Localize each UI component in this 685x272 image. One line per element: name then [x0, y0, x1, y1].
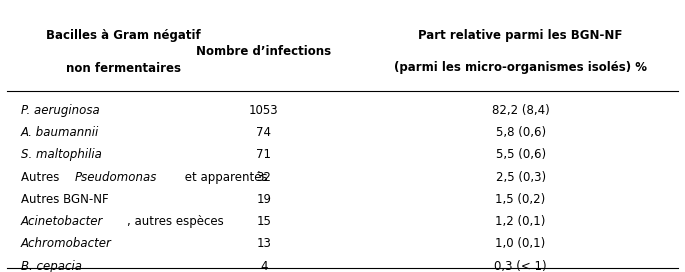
Text: 5,8 (0,6): 5,8 (0,6) [495, 126, 546, 139]
Text: A. baumannii: A. baumannii [21, 126, 99, 139]
Text: (parmi les micro-organismes isolés) %: (parmi les micro-organismes isolés) % [394, 61, 647, 75]
Text: 0,3 (< 1): 0,3 (< 1) [495, 260, 547, 272]
Text: Achromobacter: Achromobacter [21, 237, 112, 251]
Text: 5,5 (0,6): 5,5 (0,6) [495, 148, 546, 161]
Text: 74: 74 [256, 126, 271, 139]
Text: Pseudomonas: Pseudomonas [75, 171, 158, 184]
Text: Nombre d’infections: Nombre d’infections [196, 45, 332, 58]
Text: 82,2 (8,4): 82,2 (8,4) [492, 104, 549, 117]
Text: S. maltophilia: S. maltophilia [21, 148, 101, 161]
Text: 19: 19 [256, 193, 271, 206]
Text: 1,5 (0,2): 1,5 (0,2) [495, 193, 546, 206]
Text: B. cepacia: B. cepacia [21, 260, 82, 272]
Text: 71: 71 [256, 148, 271, 161]
Text: Acinetobacter: Acinetobacter [21, 215, 103, 228]
Text: Autres: Autres [21, 171, 62, 184]
Text: 15: 15 [256, 215, 271, 228]
Text: non fermentaires: non fermentaires [66, 61, 181, 75]
Text: Part relative parmi les BGN-NF: Part relative parmi les BGN-NF [419, 29, 623, 42]
Text: P. aeruginosa: P. aeruginosa [21, 104, 99, 117]
Text: 1053: 1053 [249, 104, 279, 117]
Text: 1,0 (0,1): 1,0 (0,1) [495, 237, 546, 251]
Text: 2,5 (0,3): 2,5 (0,3) [495, 171, 546, 184]
Text: , autres espèces: , autres espèces [127, 215, 223, 228]
Text: Autres BGN-NF: Autres BGN-NF [21, 193, 108, 206]
Text: et apparentés: et apparentés [182, 171, 268, 184]
Text: 1,2 (0,1): 1,2 (0,1) [495, 215, 546, 228]
Text: 4: 4 [260, 260, 267, 272]
Text: Bacilles à Gram négatif: Bacilles à Gram négatif [46, 29, 201, 42]
Text: 32: 32 [256, 171, 271, 184]
Text: 13: 13 [256, 237, 271, 251]
